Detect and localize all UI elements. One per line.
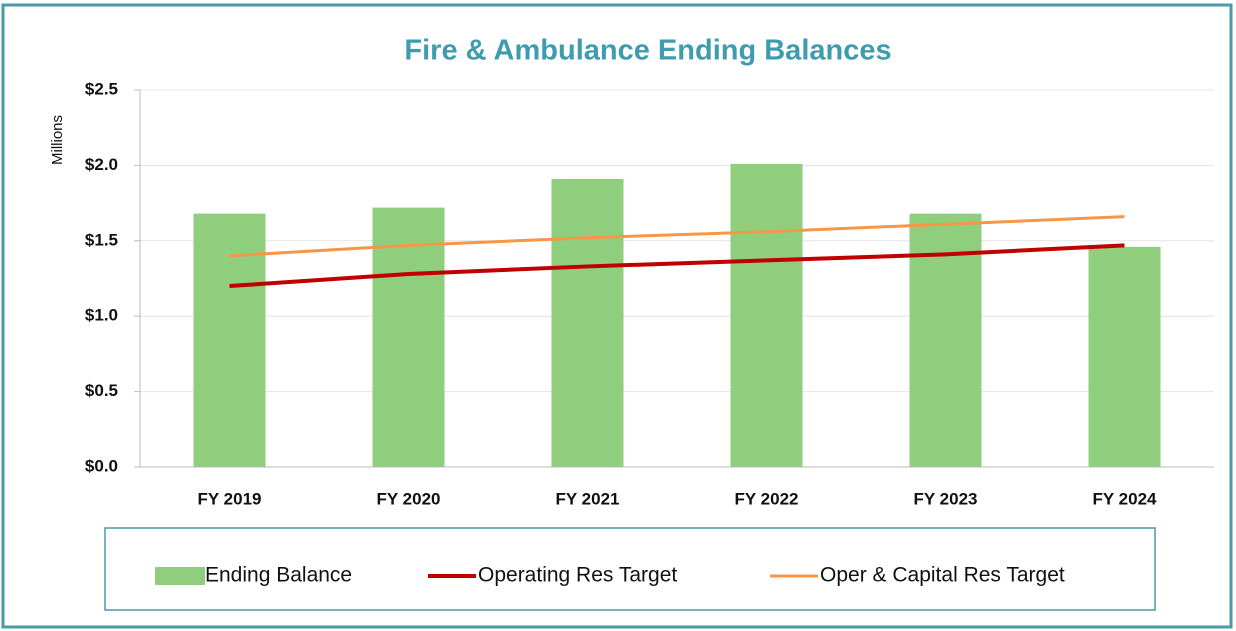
legend-box: [104, 527, 1156, 611]
legend-label: Oper & Capital Res Target: [820, 564, 1065, 587]
y-tick-label: $0.0: [85, 456, 118, 475]
bar: [372, 207, 445, 467]
x-tick-label: FY 2021: [556, 489, 620, 508]
x-tick-label: FY 2020: [377, 489, 441, 508]
y-tick-label: $2.0: [85, 155, 118, 174]
bar: [730, 163, 803, 467]
chart-title: Fire & Ambulance Ending Balances: [404, 35, 891, 67]
x-tick-label: FY 2019: [198, 489, 262, 508]
y-axis-label: Millions: [49, 115, 66, 165]
x-tick-label: FY 2022: [735, 489, 799, 508]
bar: [551, 178, 624, 468]
legend-label: Ending Balance: [205, 564, 352, 587]
bar: [193, 213, 266, 467]
line: [229, 243, 1125, 289]
bar: [1088, 246, 1161, 467]
legend-swatch: [155, 567, 205, 585]
line: [229, 215, 1125, 258]
x-tick-label: FY 2023: [914, 489, 978, 508]
legend-label: Operating Res Target: [478, 564, 677, 587]
x-tick-label: FY 2024: [1093, 489, 1158, 508]
y-tick-label: $0.5: [85, 381, 118, 400]
y-tick-label: $1.5: [85, 230, 118, 249]
y-tick-label: $1.0: [85, 306, 118, 325]
y-tick-label: $2.5: [85, 79, 118, 98]
